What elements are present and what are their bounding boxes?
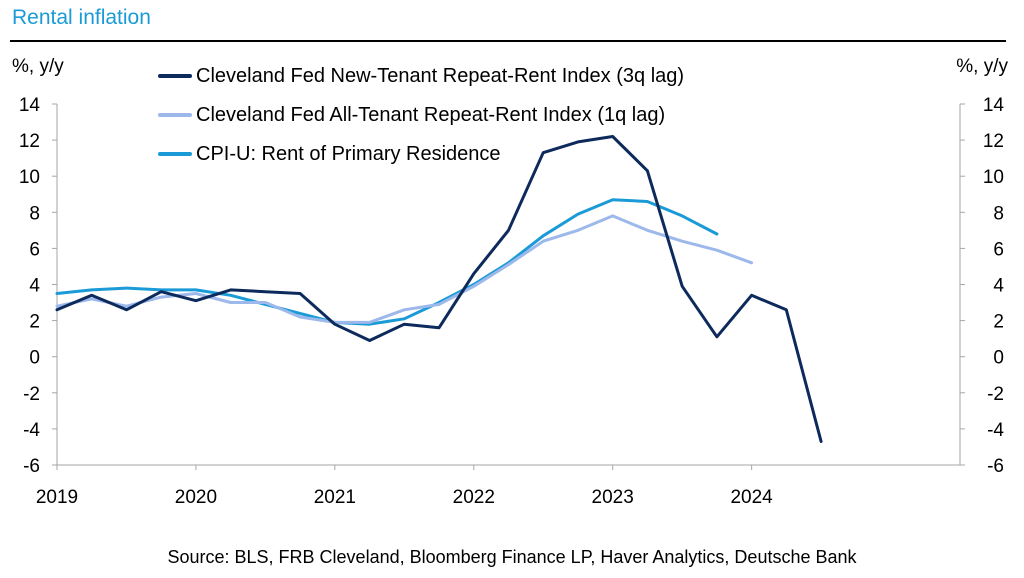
x-tick-label: 2019 xyxy=(36,487,78,508)
y-tick-label-right: 12 xyxy=(983,131,1004,152)
series-line xyxy=(55,135,823,443)
y-tick-label-left: 14 xyxy=(19,95,41,116)
left-axis-unit: %, y/y xyxy=(12,56,64,77)
y-tick-label-left: 8 xyxy=(29,203,40,224)
x-tick-label: 2020 xyxy=(175,487,217,508)
y-tick-label-left: 2 xyxy=(29,312,40,333)
title-rule xyxy=(10,40,1006,42)
series-line xyxy=(55,214,754,324)
legend-label: Cleveland Fed New-Tenant Repeat-Rent Ind… xyxy=(196,64,685,87)
y-tick-label-right: -2 xyxy=(987,384,1004,405)
chart-legend: Cleveland Fed New-Tenant Repeat-Rent Ind… xyxy=(158,56,684,173)
legend-label: CPI-U: Rent of Primary Residence xyxy=(196,142,501,165)
x-tick-label: 2023 xyxy=(592,487,634,508)
y-tick-label-left: 4 xyxy=(29,276,40,297)
y-tick-label-right: -6 xyxy=(987,456,1004,477)
legend-item: Cleveland Fed New-Tenant Repeat-Rent Ind… xyxy=(158,56,684,95)
chart-series xyxy=(55,135,823,443)
legend-swatch xyxy=(158,112,192,117)
y-tick-label-left: 6 xyxy=(29,239,40,260)
right-axis-unit: %, y/y xyxy=(956,56,1008,77)
y-tick-label-right: 8 xyxy=(993,203,1004,224)
x-tick-label: 2022 xyxy=(453,487,495,508)
y-tick-label-right: 6 xyxy=(993,239,1004,260)
y-tick-label-left: 0 xyxy=(29,348,40,369)
y-tick-label-left: 12 xyxy=(19,131,40,152)
series-line xyxy=(55,198,719,326)
y-tick-label-right: 2 xyxy=(993,312,1004,333)
legend-swatch xyxy=(158,151,192,156)
y-tick-label-left: -6 xyxy=(23,456,40,477)
y-tick-label-right: 0 xyxy=(993,348,1004,369)
y-tick-label-right: 4 xyxy=(993,276,1004,297)
y-tick-label-right: 10 xyxy=(983,167,1004,188)
x-tick-label: 2024 xyxy=(730,487,773,508)
x-tick-label: 2021 xyxy=(314,487,356,508)
chart-axes: 14 14 12 12 10 10 8 8 6 6 4 4 2 2 0 0 -2 -2 -4 -4 -6 -6 2019 20… xyxy=(19,95,1005,508)
y-tick-label-right: 14 xyxy=(983,95,1005,116)
legend-item: CPI-U: Rent of Primary Residence xyxy=(158,134,684,173)
y-tick-label-left: -4 xyxy=(23,420,40,441)
y-tick-label-left: -2 xyxy=(23,384,40,405)
legend-label: Cleveland Fed All-Tenant Repeat-Rent Ind… xyxy=(196,103,666,126)
y-tick-label-right: -4 xyxy=(987,420,1004,441)
legend-swatch xyxy=(158,73,192,78)
chart-title: Rental inflation xyxy=(12,6,151,29)
source-note: Source: BLS, FRB Cleveland, Bloomberg Fi… xyxy=(167,547,857,567)
y-tick-label-left: 10 xyxy=(19,167,40,188)
legend-item: Cleveland Fed All-Tenant Repeat-Rent Ind… xyxy=(158,95,684,134)
